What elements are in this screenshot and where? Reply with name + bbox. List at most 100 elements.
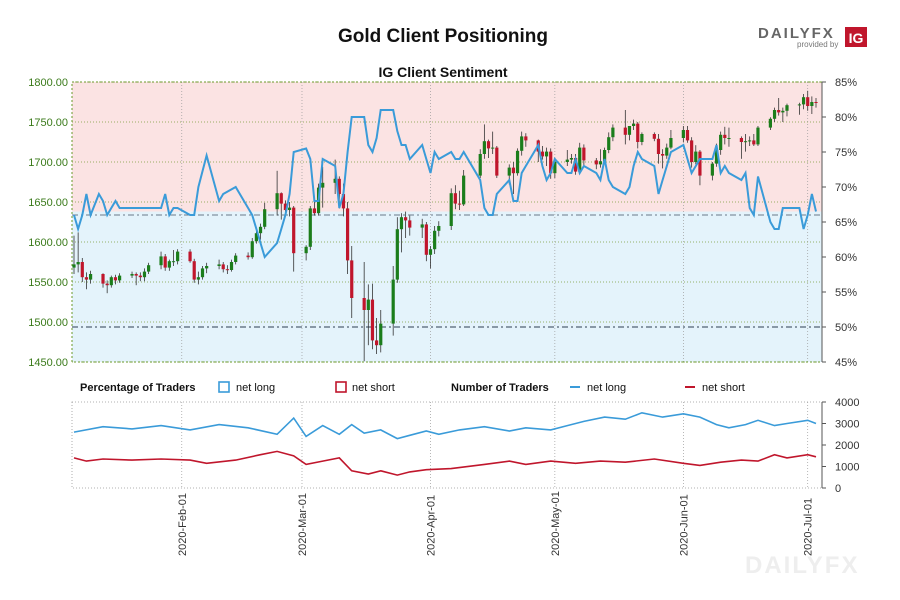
candle-body xyxy=(205,266,209,269)
candle-body xyxy=(569,158,574,160)
candle-body xyxy=(167,261,171,268)
traders-tick-label: 3000 xyxy=(835,419,859,431)
candle-body xyxy=(810,102,814,106)
candle-body xyxy=(424,224,428,255)
traders-long-line xyxy=(73,411,817,440)
price-tick-label: 1750.00 xyxy=(28,117,68,129)
candle-body xyxy=(602,150,607,162)
candle-body xyxy=(159,256,163,266)
pct-tick-label: 85% xyxy=(835,77,857,89)
candle-body xyxy=(362,298,366,310)
candle-body xyxy=(814,102,818,103)
candle-body xyxy=(457,203,462,205)
chart-title: Gold Client Positioning xyxy=(338,26,548,47)
net-long-zone xyxy=(72,211,822,362)
date-tick-label: 2020-Feb-01 xyxy=(177,493,189,556)
candle-body xyxy=(105,283,109,286)
candle-body xyxy=(391,279,395,324)
candle-body xyxy=(727,138,731,139)
date-tick-label: 2020-Apr-01 xyxy=(425,495,437,556)
candle-body xyxy=(246,255,250,258)
candle-body xyxy=(743,141,748,143)
candle-body xyxy=(524,136,528,141)
candle-body xyxy=(433,230,437,250)
candle-body xyxy=(665,147,669,156)
candle-body xyxy=(275,193,279,210)
candle-body xyxy=(797,104,802,106)
candle-body xyxy=(544,151,549,157)
candle-body xyxy=(254,233,258,242)
candle-body xyxy=(312,208,317,214)
candle-body xyxy=(258,226,263,234)
legend-pct-short-swatch xyxy=(335,381,347,393)
candle-body xyxy=(420,224,424,228)
traders-plot-frame xyxy=(71,401,823,489)
candle-body xyxy=(748,140,752,142)
legend-pct-long-swatch xyxy=(218,381,230,393)
traders-plot: 0 1000 2000 3000 4000 xyxy=(71,397,859,495)
candle-body xyxy=(221,264,225,270)
price-tick-label: 1600.00 xyxy=(28,237,68,249)
candle-body xyxy=(109,277,113,286)
candle-body xyxy=(428,249,433,255)
candle-body xyxy=(229,262,234,270)
traders-short-line xyxy=(73,450,817,476)
traders-tick-label: 1000 xyxy=(835,462,859,474)
candle-body xyxy=(138,275,142,278)
candle-body xyxy=(76,262,80,265)
candle-body xyxy=(781,110,785,113)
candle-body xyxy=(395,229,399,280)
date-tick-label: 2020-Mar-01 xyxy=(297,493,309,556)
price-tick-label: 1650.00 xyxy=(28,197,68,209)
candle-body xyxy=(142,271,147,278)
legend-pct-heading: Percentage of Traders xyxy=(80,382,196,394)
candle-body xyxy=(540,151,545,157)
candle-body xyxy=(507,167,511,176)
legend-pct-long-label: net long xyxy=(236,382,275,394)
candle-body xyxy=(511,167,515,174)
dailyfx-logo: DAILYFX provided by IG xyxy=(758,25,867,49)
logo-tagline: provided by xyxy=(797,40,838,49)
candle-body xyxy=(495,147,499,176)
candle-body xyxy=(449,193,453,226)
candle-body xyxy=(491,147,495,149)
candle-body xyxy=(685,130,690,141)
legend: Percentage of Traders net long net short… xyxy=(80,381,745,394)
chart-subtitle: IG Client Sentiment xyxy=(378,64,507,80)
candle-body xyxy=(196,277,200,280)
price-tick-label: 1500.00 xyxy=(28,317,68,329)
candle-body xyxy=(130,274,134,276)
price-tick-label: 1800.00 xyxy=(28,77,68,89)
candle-body xyxy=(308,208,312,247)
date-tick-label: 2020-Jul-01 xyxy=(803,498,815,556)
pct-tick-label: 75% xyxy=(835,147,857,159)
candle-body xyxy=(217,264,221,266)
candle-body xyxy=(321,182,325,188)
candle-body xyxy=(478,154,482,176)
candle-body xyxy=(88,274,93,280)
candle-body xyxy=(462,175,466,205)
pct-tick-label: 65% xyxy=(835,217,857,229)
candle-body xyxy=(176,251,180,262)
candle-body xyxy=(698,151,702,176)
candle-body xyxy=(345,208,350,261)
candle-body xyxy=(640,134,644,142)
date-axis: 2020-Feb-01 2020-Mar-01 2020-Apr-01 2020-Ma… xyxy=(177,491,815,556)
price-tick-label: 1450.00 xyxy=(28,357,68,369)
candle-body xyxy=(806,97,810,106)
legend-pct-short-label: net short xyxy=(352,382,395,394)
price-tick-label: 1700.00 xyxy=(28,157,68,169)
pct-tick-label: 60% xyxy=(835,252,857,264)
candle-body xyxy=(772,110,777,119)
candle-body xyxy=(632,123,636,126)
traders-tick-label: 0 xyxy=(835,483,841,495)
candle-body xyxy=(163,256,167,268)
candle-body xyxy=(785,105,789,111)
candle-body xyxy=(234,255,238,262)
candle-body xyxy=(549,151,553,174)
pct-tick-label: 45% xyxy=(835,357,857,369)
candle-body xyxy=(283,203,288,210)
candle-body xyxy=(594,160,598,165)
candle-body xyxy=(287,207,292,210)
